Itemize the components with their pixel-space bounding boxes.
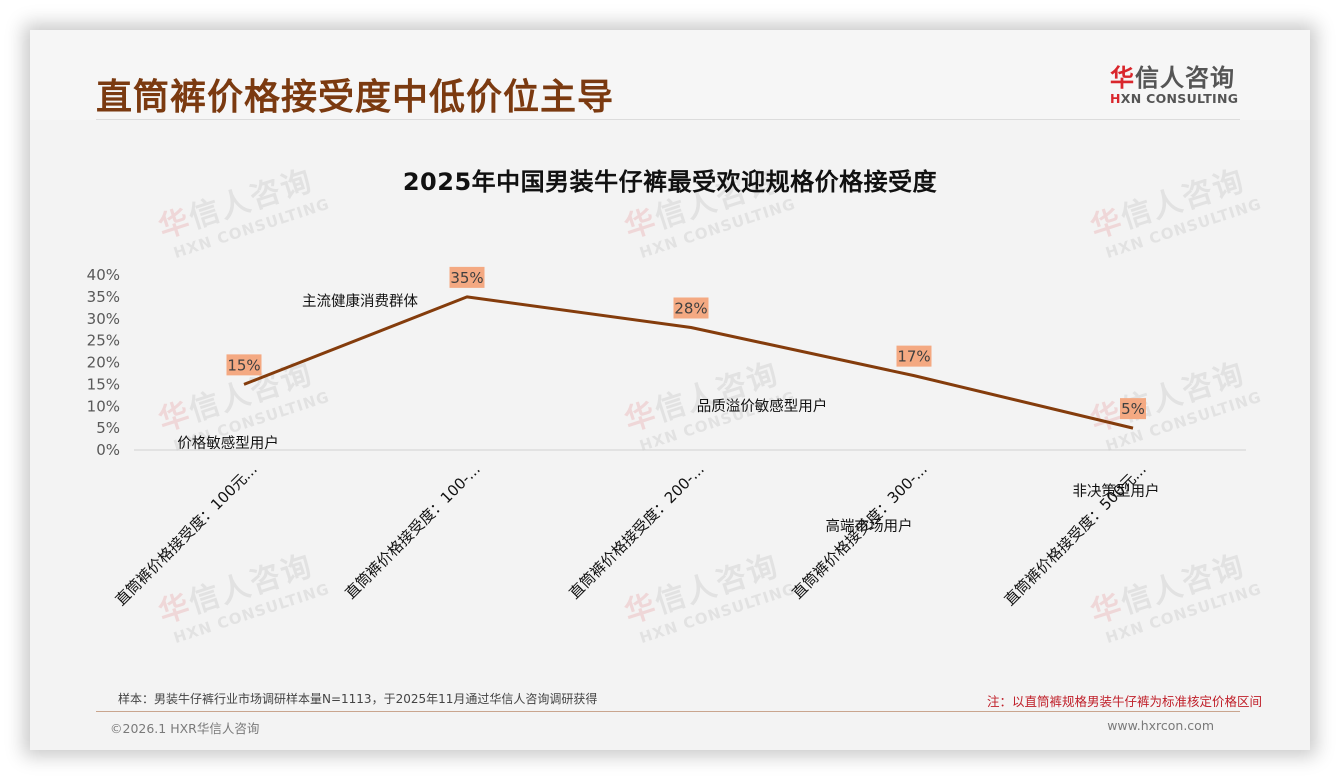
title-divider — [96, 119, 1240, 120]
data-label: 28% — [673, 297, 709, 319]
segment-annotation: 非决策型用户 — [1073, 483, 1160, 500]
page-title: 直筒裤价格接受度中低价位主导 — [96, 77, 615, 118]
segment-annotation: 高端市场用户 — [826, 518, 913, 535]
svg-text:35%: 35% — [450, 269, 483, 287]
y-tick-label: 0% — [96, 441, 120, 459]
logo-english: HXN CONSULTING — [1110, 91, 1239, 106]
x-tick-label: 直筒裤价格接受度：200-... — [565, 460, 707, 602]
footer-divider — [96, 711, 1240, 712]
chart-title: 2025年中国男装牛仔裤最受欢迎规格价格接受度 — [402, 168, 938, 196]
y-tick-label: 10% — [87, 397, 120, 415]
segment-annotation: 价格敏感型用户 — [177, 435, 279, 452]
series-line — [243, 295, 1134, 430]
company-logo: 华信人咨询 HXN CONSULTING — [1110, 64, 1242, 106]
x-tick-label: 直筒裤价格接受度：100元... — [112, 460, 261, 609]
svg-text:17%: 17% — [897, 348, 930, 366]
x-tick-label: 直筒裤价格接受度：100-... — [341, 460, 483, 602]
logo-chinese: 华信人咨询 — [1110, 64, 1235, 92]
data-label: 35% — [449, 266, 485, 288]
line-chart: 0% 5% 10% 15% 20% 25% 30% 35% 40% 价格敏感型用户 主流健康消费群… — [87, 266, 1246, 609]
segment-annotation: 主流健康消费群体 — [302, 293, 418, 310]
y-tick-label: 5% — [96, 419, 120, 437]
svg-text:28%: 28% — [674, 300, 707, 318]
y-tick-label: 35% — [87, 288, 120, 306]
svg-text:5%: 5% — [1121, 400, 1145, 418]
x-axis: 直筒裤价格接受度：100元... 直筒裤价格接受度：100-... 直筒裤价格接受度… — [112, 460, 1150, 609]
y-tick-label: 30% — [87, 310, 120, 328]
y-tick-label: 40% — [87, 266, 120, 284]
sample-note: 样本：男装牛仔裤行业市场调研样本量N=1113，于2025年11月通过华信人咨询… — [118, 692, 598, 706]
website-link[interactable]: www.hxrcon.com — [1107, 718, 1214, 733]
slide: 直筒裤价格接受度中低价位主导 华信人咨询 HXN CONSULTING 华信人咨… — [30, 30, 1310, 750]
x-tick-label: 直筒裤价格接受度：500元... — [1001, 460, 1150, 609]
y-axis: 0% 5% 10% 15% 20% 25% 30% 35% 40% — [87, 266, 120, 459]
footnote: 注：以直筒裤规格男装牛仔裤为标准核定价格区间 — [986, 694, 1262, 709]
svg-text:15%: 15% — [227, 356, 260, 374]
y-tick-label: 20% — [87, 354, 120, 372]
data-label: 5% — [1120, 398, 1146, 420]
slide-header — [30, 30, 1310, 120]
segment-annotation: 品质溢价敏感型用户 — [697, 398, 828, 415]
data-labels: 15% 35% 28% 17% 5% — [226, 266, 1146, 420]
data-label: 17% — [896, 345, 932, 367]
data-label: 15% — [226, 354, 262, 376]
y-tick-label: 25% — [87, 332, 120, 350]
y-tick-label: 15% — [87, 375, 120, 393]
copyright: ©2026.1 HXR华信人咨询 — [110, 721, 260, 736]
